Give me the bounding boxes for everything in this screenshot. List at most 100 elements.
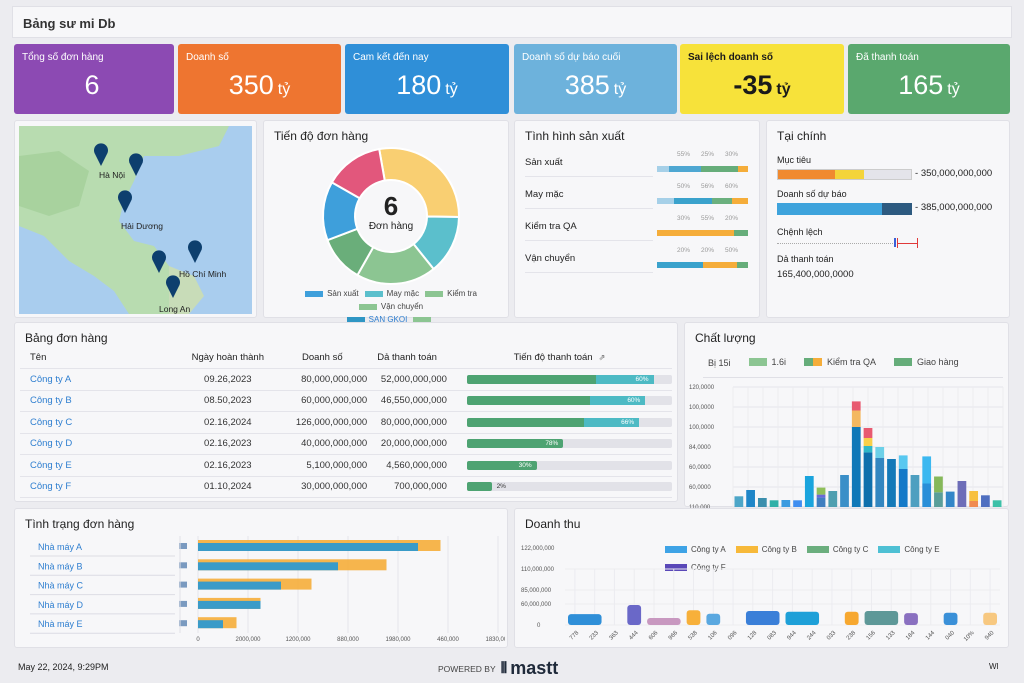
column-header[interactable]: Tên <box>20 347 179 369</box>
column-header[interactable]: Dả thanh toán <box>367 347 447 369</box>
legend-item: Giao hàng <box>894 357 959 367</box>
legend-swatch <box>665 564 687 571</box>
quality-bar[interactable] <box>863 428 873 507</box>
column-header[interactable]: Ngày hoàn thành <box>178 347 278 369</box>
map-pin[interactable] <box>152 250 166 273</box>
factory-link[interactable]: Nhà máy E <box>38 619 83 629</box>
quality-bar[interactable] <box>734 496 744 507</box>
company-link[interactable]: Công ty D <box>20 433 179 455</box>
status-bar-completed[interactable] <box>198 543 418 551</box>
map[interactable]: Hà Nội Hải Dương Hồ Chí Minh Long An <box>19 126 252 314</box>
quality-bar[interactable] <box>746 490 755 507</box>
column-header-label: Tên <box>30 352 47 363</box>
quality-bar[interactable] <box>934 476 943 508</box>
quality-bar[interactable] <box>816 487 826 507</box>
production-pct: 20% <box>677 247 691 254</box>
quality-bar[interactable] <box>945 491 955 507</box>
map-pin[interactable]: Hà Nội <box>94 143 125 180</box>
company-link[interactable]: Công ty F <box>20 476 179 498</box>
legend-swatch <box>358 304 377 310</box>
factory-link[interactable]: Nhà máy D <box>38 600 84 610</box>
quality-bar[interactable] <box>898 455 908 507</box>
status-bar-completed[interactable] <box>198 620 223 629</box>
revenue-bar[interactable] <box>943 612 958 625</box>
company-link[interactable]: Công ty B <box>20 390 179 412</box>
kpi-number: -35 <box>733 70 773 100</box>
revenue-bar[interactable] <box>647 618 681 625</box>
production-pct: 60% <box>725 183 739 190</box>
company-link[interactable]: Công ty E <box>20 454 179 477</box>
quality-bar[interactable] <box>910 475 920 507</box>
revenue-bar[interactable] <box>686 610 701 625</box>
production-bar-segment <box>711 198 732 204</box>
payment-progress-bar: 78% <box>466 439 672 449</box>
revenue-bar[interactable] <box>785 611 820 625</box>
table-row[interactable]: Công ty C 02.16,2024 126,000,000,000 80,000… <box>20 411 672 434</box>
quality-bar-segment <box>934 476 943 493</box>
table-row[interactable]: Công ty E 02.16,2023 5,100,000,000 4,560,00… <box>20 454 672 477</box>
sort-icon[interactable]: ⇗ <box>598 353 606 362</box>
revenue-bar[interactable] <box>568 614 602 625</box>
quality-bar[interactable] <box>781 500 791 507</box>
map-pin[interactable]: Hồ Chí Minh <box>179 240 227 279</box>
status-bar-completed[interactable] <box>198 581 281 590</box>
table-row[interactable]: Công ty A 09.26,2023 80,000,000,000 52,000,… <box>20 368 672 391</box>
quality-bar[interactable] <box>875 447 885 507</box>
kpi-card[interactable]: Sai lệch doanh số -35 tỷ <box>680 44 844 114</box>
quality-bar[interactable] <box>969 491 979 507</box>
revenue-bar[interactable] <box>627 605 642 625</box>
revenue-bar[interactable] <box>864 611 899 625</box>
map-pin[interactable]: Hải Dương <box>117 190 163 231</box>
quality-bar[interactable] <box>957 481 967 507</box>
cell-paid: 4,560,000,000 <box>367 454 447 477</box>
factory-link[interactable]: Nhà máy C <box>38 581 84 591</box>
company-link[interactable]: Công ty A <box>20 368 179 391</box>
factory-link[interactable]: Nhà máy B <box>38 561 83 571</box>
kpi-card[interactable]: Doanh số 350 tỷ <box>178 44 341 114</box>
progress-fill <box>466 460 537 470</box>
quality-bar[interactable] <box>804 476 814 507</box>
payment-progress-bar: 2% <box>466 482 672 492</box>
quality-bar[interactable] <box>769 500 779 507</box>
quality-bar[interactable] <box>840 475 849 507</box>
finance-bar-segment <box>778 170 836 179</box>
kpi-card[interactable]: Đã thanh toán 165 tỷ <box>848 44 1010 114</box>
revenue-bar[interactable] <box>844 611 859 625</box>
table-row[interactable]: Công ty F 01.10,2024 30,000,000,000 700,000… <box>20 476 672 498</box>
revenue-bar[interactable] <box>706 613 721 625</box>
progress-label: 60% <box>627 397 641 405</box>
quality-bar[interactable] <box>757 498 767 507</box>
quality-bar[interactable] <box>851 401 861 507</box>
kpi-card[interactable]: Tổng số đơn hàng 6 <box>14 44 174 114</box>
company-link[interactable]: Công ty C <box>20 411 179 434</box>
donut-segment[interactable] <box>378 147 460 218</box>
quality-bar[interactable] <box>981 495 990 507</box>
donut-segment[interactable] <box>330 147 386 200</box>
revenue-bar[interactable] <box>745 611 780 625</box>
column-header[interactable]: Tiến độ thanh toán ⇗ <box>446 347 672 369</box>
quality-bar-segment <box>887 459 896 507</box>
quality-bar[interactable] <box>922 456 932 507</box>
map-pin[interactable]: Long An <box>159 275 190 314</box>
quality-bar-segment <box>851 427 861 507</box>
factory-link[interactable]: Nhà máy A <box>38 542 82 552</box>
cell-date: 08.50,2023 <box>178 390 278 412</box>
quality-bar[interactable] <box>828 491 838 507</box>
kpi-card[interactable]: Cam kết đến nay 180 tỷ <box>345 44 509 114</box>
table-row[interactable]: Công ty D 02.16,2023 40,000,000,000 20,000,… <box>20 433 672 455</box>
powered-by[interactable]: POWERED BY ⦀ mastt <box>438 658 558 679</box>
quality-bar[interactable] <box>793 500 802 507</box>
status-bar-completed[interactable] <box>198 600 261 609</box>
quality-bar[interactable] <box>887 459 896 507</box>
column-header[interactable]: Doanh số <box>277 347 368 369</box>
revenue-bar[interactable] <box>904 613 918 625</box>
map-pin[interactable] <box>129 153 143 176</box>
cell-date: 02.16,2023 <box>178 433 278 455</box>
payment-progress-bar: 60% <box>466 374 672 384</box>
table-row[interactable]: Công ty B 08.50,2023 60,000,000,000 46,550,… <box>20 390 672 412</box>
status-bar-completed[interactable] <box>198 562 338 571</box>
revenue-bar[interactable] <box>983 612 997 625</box>
kpi-card[interactable]: Doanh số dự báo cuối 385 tỷ <box>514 44 677 114</box>
quality-bar[interactable] <box>992 500 1002 507</box>
paid-value: 165,400,000,0000 <box>777 269 854 280</box>
